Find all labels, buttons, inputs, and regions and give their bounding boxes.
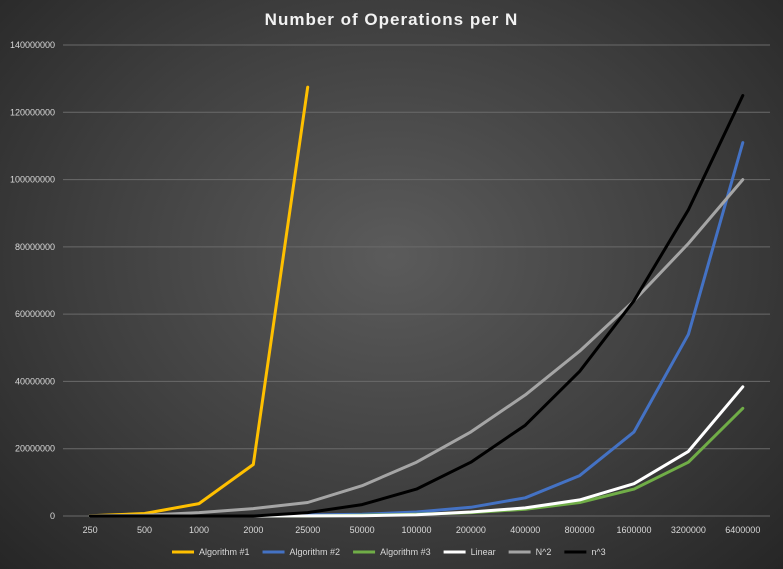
y-tick-label: 40000000 xyxy=(15,376,55,386)
y-tick-label: 140000000 xyxy=(10,40,55,50)
x-tick-label: 250 xyxy=(83,525,98,535)
legend-item-2: Algorithm #2 xyxy=(262,547,341,557)
legend-item-3: Algorithm #3 xyxy=(353,547,431,557)
x-tick-label: 400000 xyxy=(510,525,540,535)
series-line-2 xyxy=(88,141,745,518)
x-tick-label: 500 xyxy=(137,525,152,535)
series-line-1 xyxy=(88,85,310,518)
x-axis: 250 500 1000 2000 25000 50000 100000 200000 4000… xyxy=(83,525,761,535)
x-tick-label: 100000 xyxy=(401,525,431,535)
y-tick-label: 0 xyxy=(50,511,55,521)
chart-title: Number of Operations per N xyxy=(264,10,519,29)
grid xyxy=(63,44,770,517)
legend-label: Linear xyxy=(471,547,496,557)
series-group xyxy=(88,85,745,518)
y-axis: 0 20000000 40000000 60000000 80000000 1000000… xyxy=(10,40,55,521)
x-tick-label: 6400000 xyxy=(725,525,760,535)
x-tick-label: 2000 xyxy=(243,525,263,535)
y-tick-label: 120000000 xyxy=(10,107,55,117)
legend-label: N^2 xyxy=(536,547,552,557)
legend-label: Algorithm #1 xyxy=(199,547,250,557)
y-tick-label: 80000000 xyxy=(15,242,55,252)
x-tick-label: 50000 xyxy=(350,525,375,535)
x-tick-label: 3200000 xyxy=(671,525,706,535)
series-line-5 xyxy=(88,178,745,518)
x-tick-label: 200000 xyxy=(456,525,486,535)
y-tick-label: 100000000 xyxy=(10,175,55,185)
legend-item-1: Algorithm #1 xyxy=(172,547,250,557)
legend-label: Algorithm #3 xyxy=(380,547,431,557)
legend-item-6: n^3 xyxy=(564,547,606,557)
x-tick-label: 800000 xyxy=(565,525,595,535)
legend-item-4: Linear xyxy=(443,547,496,557)
x-tick-label: 25000 xyxy=(295,525,320,535)
series-line-6 xyxy=(88,94,745,518)
legend-label: Algorithm #2 xyxy=(290,547,341,557)
legend-label: n^3 xyxy=(591,547,605,557)
x-tick-label: 1600000 xyxy=(617,525,652,535)
legend: Algorithm #1 Algorithm #2 Algorithm #3 Line… xyxy=(172,547,606,557)
y-tick-label: 20000000 xyxy=(15,444,55,454)
legend-item-5: N^2 xyxy=(508,547,552,557)
y-tick-label: 60000000 xyxy=(15,309,55,319)
x-tick-label: 1000 xyxy=(189,525,209,535)
series-line-4 xyxy=(88,385,745,518)
